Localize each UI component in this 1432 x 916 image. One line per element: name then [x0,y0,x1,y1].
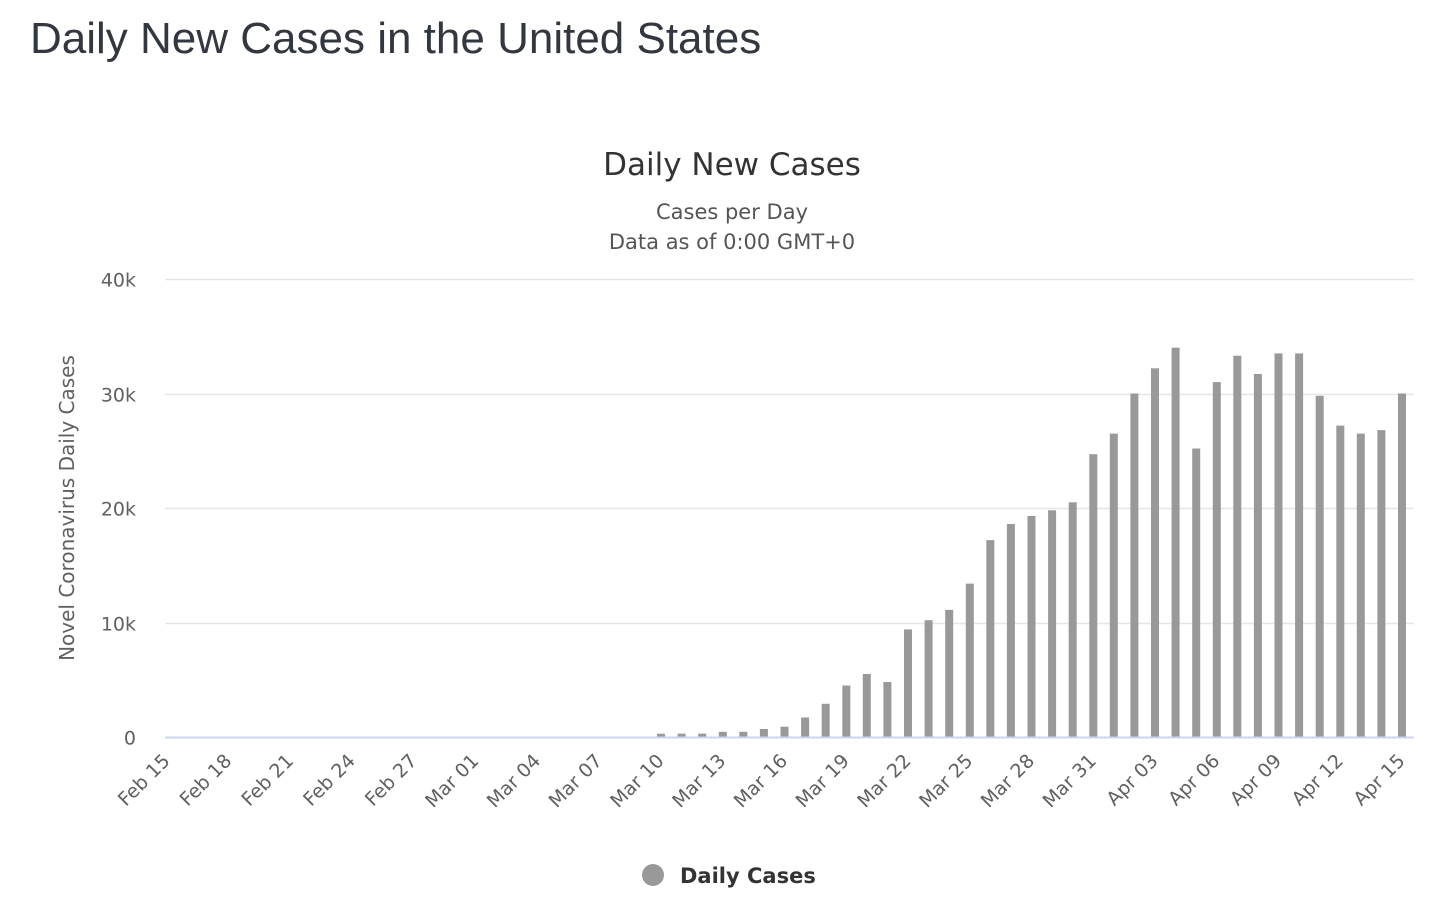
bar-mar-14[interactable] [739,731,748,737]
bar-mar-28[interactable] [1027,516,1036,737]
bar-apr-12[interactable] [1336,425,1345,737]
bar-apr-03[interactable] [1151,368,1159,737]
y-tick-label: 20k [101,499,136,521]
y-tick-label: 30k [101,385,136,407]
bar-apr-07[interactable] [1233,355,1242,737]
bar-apr-08[interactable] [1253,374,1262,737]
x-tick-label: Feb 18 [176,750,237,811]
bar-apr-09[interactable] [1274,353,1283,737]
x-tick-label: Feb 15 [114,750,175,811]
page-title: Daily New Cases in the United States [30,14,762,63]
bar-mar-19[interactable] [842,685,851,738]
bar-mar-30[interactable] [1068,502,1077,737]
chart-title: Daily New Cases [603,147,861,183]
x-axis-ticks: Feb 15 Feb 18 Feb 21 Feb 24 Feb 27 Mar 01 Mar … [114,750,1410,812]
x-tick-label: Apr 06 [1164,750,1224,810]
bar-mar-25[interactable] [965,583,974,737]
x-tick-label: Mar 07 [545,750,607,812]
bar-apr-14[interactable] [1377,430,1386,737]
x-tick-label: Feb 27 [361,750,422,811]
bar-apr-10[interactable] [1295,353,1304,737]
bar-mar-20[interactable] [862,674,871,737]
gridlines [165,278,1414,625]
bar-apr-01[interactable] [1109,433,1118,737]
bar-mar-22[interactable] [904,629,912,737]
bar-mar-18[interactable] [821,703,830,737]
bar-apr-06[interactable] [1212,382,1221,737]
bar-mar-24[interactable] [945,609,954,737]
x-tick-label: Feb 24 [299,750,360,811]
bar-mar-10[interactable] [657,733,665,737]
y-axis-ticks: 0 10k 20k 30k 40k [101,270,136,750]
x-tick-label: Mar 01 [421,750,483,812]
y-tick-label: 0 [124,728,136,750]
legend-marker-icon [642,864,664,886]
legend-label: Daily Cases [680,864,816,888]
bar-mar-26[interactable] [986,540,995,737]
bar-mar-31[interactable] [1089,454,1098,737]
x-tick-label: Mar 16 [730,750,792,812]
bar-mar-21[interactable] [883,682,892,737]
x-tick-label: Mar 19 [792,750,854,812]
x-tick-label: Mar 10 [606,750,668,812]
bar-apr-05[interactable] [1192,448,1201,738]
x-tick-label: Mar 25 [915,750,977,812]
bar-apr-13[interactable] [1356,433,1365,737]
chart-subtitle-line-2: Data as of 0:00 GMT+0 [609,230,855,254]
bar-apr-02[interactable] [1130,393,1139,738]
bar-mar-16[interactable] [780,726,789,737]
bar-apr-11[interactable] [1315,395,1324,737]
bar-mar-15[interactable] [759,729,768,737]
bar-mar-17[interactable] [801,717,810,738]
x-tick-label: Apr 12 [1288,750,1348,810]
legend-item-daily-cases[interactable]: Daily Cases [642,864,816,888]
x-tick-label: Mar 31 [1039,750,1101,812]
x-tick-label: Feb 21 [237,750,298,811]
bar-mar-13[interactable] [718,731,727,737]
bar-mar-29[interactable] [1048,510,1057,737]
bar-apr-15[interactable] [1398,393,1406,738]
x-tick-label: Mar 22 [853,750,915,812]
x-tick-label: Mar 13 [668,750,730,812]
bar-mar-12[interactable] [698,733,707,737]
y-axis-title: Novel Coronavirus Daily Cases [55,355,79,661]
chart-subtitle-line-1: Cases per Day [656,200,808,224]
y-tick-label: 40k [101,270,136,292]
x-tick-label: Apr 09 [1226,750,1286,810]
bar-apr-04[interactable] [1171,347,1180,737]
y-tick-label: 10k [101,614,136,636]
x-tick-label: Apr 15 [1349,750,1409,810]
bar-mar-27[interactable] [1006,524,1015,737]
bar-mar-23[interactable] [924,620,933,737]
x-tick-label: Mar 28 [977,750,1039,812]
bar-mar-11[interactable] [677,733,686,737]
x-tick-label: Mar 04 [483,750,545,812]
x-tick-label: Apr 03 [1102,750,1162,810]
bars [657,347,1406,738]
